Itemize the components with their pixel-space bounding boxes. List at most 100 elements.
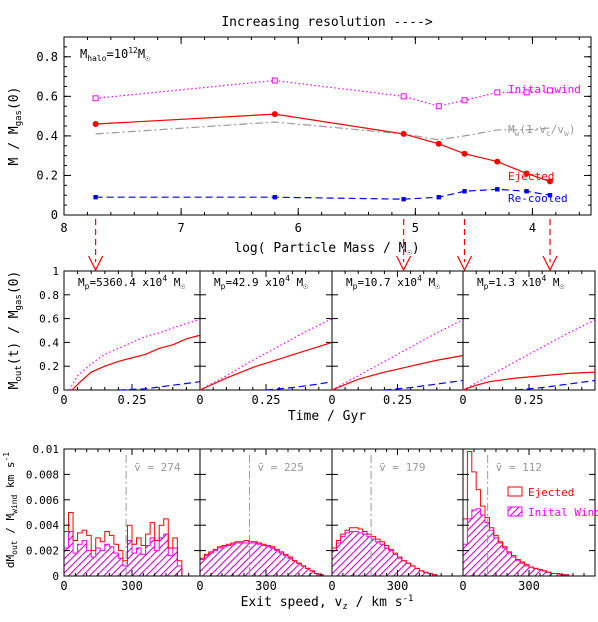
hist-bar-initial bbox=[349, 531, 354, 576]
hist-bar-initial bbox=[414, 568, 420, 576]
top-plot-area: 8 7 6 5 4 0 0.2 0.4 0.6 0.8 bbox=[36, 36, 591, 235]
mid-series-line bbox=[118, 381, 201, 391]
top-data-point bbox=[400, 93, 407, 100]
hist-bar-initial bbox=[159, 537, 164, 576]
top-data-point bbox=[523, 170, 530, 177]
hist-bar-initial bbox=[266, 546, 271, 576]
hist-bar-initial bbox=[380, 544, 385, 576]
top-series-line bbox=[95, 79, 551, 107]
hist-bar-initial bbox=[332, 550, 337, 576]
hist-bar-initial bbox=[118, 558, 123, 576]
bot-ytick-label: 0.008 bbox=[26, 468, 59, 481]
hist-bar-initial bbox=[100, 550, 105, 576]
mid-ytick-label: 0.8 bbox=[39, 289, 59, 302]
hist-bar-initial bbox=[248, 542, 253, 576]
mid-xtick-label: 0.25 bbox=[252, 393, 281, 407]
hist-bar-initial bbox=[257, 544, 262, 576]
hist-bar-initial bbox=[555, 573, 560, 576]
mid-series-line bbox=[199, 341, 333, 391]
arrow-head bbox=[88, 255, 104, 272]
hist-bar-initial bbox=[141, 554, 146, 576]
top-xtick-label: 6 bbox=[295, 221, 302, 235]
bot-xtick-label: 300 bbox=[255, 579, 277, 593]
hist-bar-initial bbox=[163, 534, 169, 576]
top-xlabel: log( Particle Mass / M☉) bbox=[234, 241, 419, 258]
top-data-point bbox=[495, 187, 500, 192]
hist-bar-initial bbox=[533, 568, 538, 576]
mean-label: v̄ = 225 bbox=[258, 461, 304, 474]
top-data-point bbox=[461, 97, 468, 104]
top-data-point bbox=[435, 103, 442, 110]
hist-bar-initial bbox=[296, 563, 302, 576]
top-data-point bbox=[92, 121, 99, 128]
hist-bar-initial bbox=[217, 548, 222, 576]
hist-outline-ejected bbox=[199, 539, 332, 577]
hist-bar-initial bbox=[498, 542, 503, 576]
top-data-point bbox=[547, 87, 554, 94]
legend-initial-wind: Inital wind bbox=[508, 83, 581, 96]
hist-bar-initial bbox=[423, 572, 429, 576]
hist-bar-initial bbox=[113, 553, 119, 576]
hist-bar-initial bbox=[154, 550, 160, 576]
hist-bar-initial bbox=[406, 563, 411, 576]
mid-xtick-label: 0 bbox=[459, 393, 466, 407]
bot-xlabel: Exit speed, vz / km s-1 bbox=[241, 594, 414, 612]
mid-series-line bbox=[71, 334, 201, 391]
legend-hist-ejected: Ejected bbox=[528, 486, 574, 499]
top-xtick-label: 4 bbox=[529, 221, 536, 235]
hist-bar-initial bbox=[226, 545, 231, 576]
bot-xtick-label: 0 bbox=[196, 579, 203, 593]
top-data-point bbox=[271, 77, 278, 84]
mid-series-line bbox=[384, 379, 464, 391]
bot-ytick-label: 0.004 bbox=[26, 519, 59, 532]
mid-xtick-label: 0 bbox=[60, 393, 67, 407]
bottom-plot-area: v̄ = 274 0 300 0 0.002 0.004 0.006 0.008 0.01 v̄ … bbox=[26, 443, 596, 593]
hist-bar-initial bbox=[542, 570, 547, 576]
hist-bar-initial bbox=[283, 555, 288, 576]
hist-bar-initial bbox=[230, 544, 236, 576]
mid-xlabel: Time / Gyr bbox=[288, 409, 366, 424]
hist-bar-initial bbox=[252, 542, 258, 576]
hist-bar-initial bbox=[471, 509, 477, 576]
hist-bar-initial bbox=[345, 532, 350, 576]
mean-label: v̄ = 112 bbox=[496, 461, 542, 474]
hist-bar-initial bbox=[235, 542, 240, 576]
hist-bar-initial bbox=[145, 545, 151, 576]
mid-series-line bbox=[462, 319, 596, 391]
mid-series-line bbox=[265, 381, 333, 391]
hist-bar-initial bbox=[261, 545, 266, 576]
bot-ytick-label: 0.006 bbox=[26, 494, 59, 507]
hist-outline-ejected bbox=[63, 512, 200, 577]
resolution-arrows bbox=[88, 219, 558, 272]
legend-swatch-initial bbox=[507, 506, 523, 517]
mid-ylabel: Mout(t) / Mgas(0) bbox=[7, 271, 24, 390]
mid-series-line bbox=[199, 318, 333, 391]
hist-bar-initial bbox=[82, 540, 87, 576]
mid-series-line bbox=[331, 354, 464, 391]
hist-bar-initial bbox=[301, 565, 306, 576]
mid-series-line bbox=[515, 379, 596, 391]
top-ytick-label: 0.8 bbox=[36, 50, 58, 64]
legend-hist-initial: Inital Wind bbox=[528, 506, 598, 519]
hist-bar-initial bbox=[204, 555, 209, 576]
hist-bar-initial bbox=[200, 559, 205, 576]
hist-bar-initial bbox=[480, 515, 485, 576]
mid-ytick-label: 0.4 bbox=[39, 336, 59, 349]
hist-bar-initial bbox=[122, 565, 128, 576]
svg-text:dMout / Mwind km s-1: dMout / Mwind km s-1 bbox=[2, 452, 19, 568]
mid-ytick-label: 0.2 bbox=[39, 360, 59, 373]
mid-ytick-label: 0 bbox=[52, 384, 59, 397]
hist-bar-initial bbox=[507, 553, 512, 576]
top-ytick-label: 0 bbox=[51, 208, 58, 222]
hist-bar-initial bbox=[515, 560, 521, 576]
hist-bar-initial bbox=[529, 567, 534, 576]
bot-xtick-label: 300 bbox=[518, 579, 540, 593]
hist-bar-initial bbox=[502, 548, 507, 576]
hist-bar-initial bbox=[463, 544, 468, 576]
hist-bar-initial bbox=[91, 556, 96, 576]
top-ytick-label: 0.6 bbox=[36, 89, 58, 103]
hist-bar-initial bbox=[340, 536, 346, 576]
bot-ytick-label: 0 bbox=[52, 570, 59, 583]
top-series-line bbox=[95, 113, 551, 182]
